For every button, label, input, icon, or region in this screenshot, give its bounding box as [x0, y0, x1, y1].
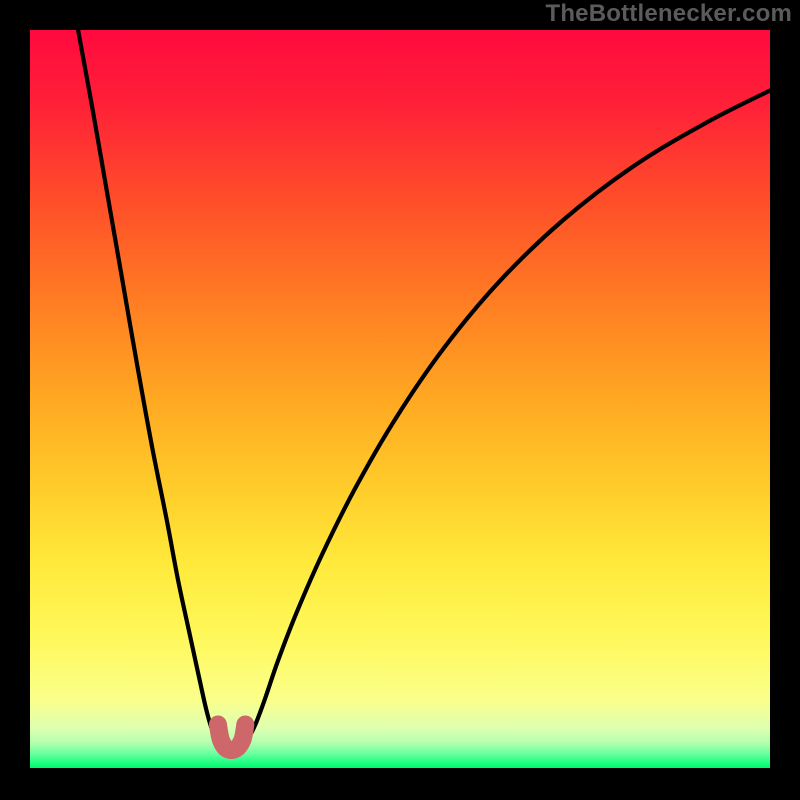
watermark-text: TheBottlenecker.com [545, 0, 792, 28]
bottleneck-chart [0, 0, 800, 800]
chart-stage: TheBottlenecker.com [0, 0, 800, 800]
plot-background-gradient [30, 30, 770, 768]
